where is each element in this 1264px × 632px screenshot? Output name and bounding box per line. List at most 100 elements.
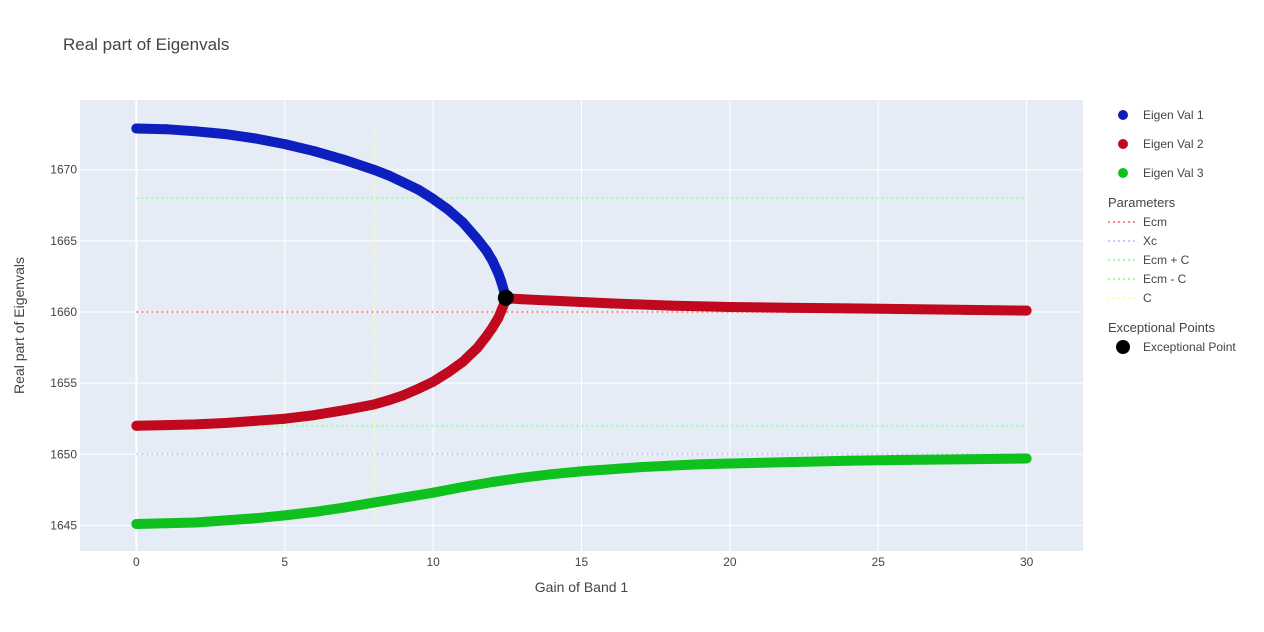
data-point	[398, 177, 409, 188]
legend-label: Ecm + C	[1143, 253, 1190, 267]
series-group	[131, 123, 511, 303]
data-point	[250, 415, 261, 426]
data-point	[339, 502, 350, 513]
data-point	[472, 342, 483, 353]
data-point	[665, 460, 676, 471]
data-point	[442, 367, 453, 378]
data-point	[695, 459, 706, 470]
data-point	[1021, 453, 1032, 464]
x-tick-label: 20	[723, 555, 737, 569]
series	[131, 123, 1032, 529]
legend-label: Eigen Val 1	[1143, 108, 1204, 122]
data-point	[546, 469, 557, 480]
series-line	[131, 123, 511, 303]
chart-title: Real part of Eigenvals	[63, 35, 229, 54]
x-tick-label: 5	[281, 555, 288, 569]
data-point	[493, 268, 504, 279]
y-tick-label: 1660	[50, 305, 77, 319]
legend-label: Eigen Val 3	[1143, 166, 1204, 180]
legend-marker	[1116, 340, 1130, 354]
data-point	[487, 322, 498, 333]
data-point	[398, 492, 409, 503]
data-point	[368, 497, 379, 508]
data-point	[220, 515, 231, 526]
data-point	[428, 376, 439, 387]
data-point	[368, 399, 379, 410]
legend-marker	[1118, 168, 1128, 178]
y-axis-label: Real part of Eigenvals	[11, 257, 27, 394]
data-point	[413, 184, 424, 195]
data-point	[962, 304, 973, 315]
legend-label: Ecm	[1143, 215, 1167, 229]
data-point	[413, 383, 424, 394]
data-point	[1021, 305, 1032, 316]
data-point	[161, 124, 172, 135]
y-tick-label: 1655	[50, 376, 77, 390]
data-point	[635, 462, 646, 473]
data-point	[487, 255, 498, 266]
data-point	[457, 481, 468, 492]
legend-group-title: Parameters	[1108, 195, 1176, 210]
data-point	[576, 297, 587, 308]
data-point	[279, 413, 290, 424]
x-tick-label: 0	[133, 555, 140, 569]
legend: Eigen Val 1 Eigen Val 2 Eigen Val 3 Paramet…	[1108, 108, 1236, 354]
data-point	[279, 510, 290, 521]
data-point	[339, 154, 350, 165]
x-axis-label: Gain of Band 1	[535, 579, 629, 595]
x-tick-label: 10	[426, 555, 440, 569]
data-point	[546, 295, 557, 306]
data-point	[784, 302, 795, 313]
legend-label: Exceptional Point	[1143, 340, 1236, 354]
data-point	[902, 304, 913, 315]
data-point	[368, 164, 379, 175]
data-point	[220, 129, 231, 140]
y-tick-label: 1650	[50, 447, 77, 461]
data-point	[481, 245, 492, 256]
data-point	[576, 466, 587, 477]
y-tick-label: 1665	[50, 234, 77, 248]
data-point	[457, 217, 468, 228]
data-point	[487, 476, 498, 487]
y-tick-label: 1645	[50, 518, 77, 532]
data-point	[496, 277, 507, 288]
legend-label: C	[1143, 291, 1152, 305]
data-point	[457, 356, 468, 367]
data-point	[784, 457, 795, 468]
data-point	[843, 455, 854, 466]
data-point	[161, 420, 172, 431]
legend-marker	[1118, 139, 1128, 149]
data-point	[190, 419, 201, 430]
series-group	[131, 453, 1032, 529]
data-point	[339, 405, 350, 416]
data-point	[190, 126, 201, 137]
legend-label: Xc	[1143, 234, 1157, 248]
data-point	[131, 518, 142, 529]
data-point	[517, 294, 528, 305]
data-point	[279, 139, 290, 150]
data-point	[383, 395, 394, 406]
legend-group-title: Exceptional Points	[1108, 320, 1215, 335]
x-tick-label: 30	[1020, 555, 1034, 569]
exceptional-points	[497, 289, 514, 306]
data-point	[428, 487, 439, 498]
data-point	[724, 458, 735, 469]
data-point	[481, 331, 492, 342]
data-point	[383, 170, 394, 181]
data-point	[517, 472, 528, 483]
data-point	[665, 300, 676, 311]
data-point	[472, 234, 483, 245]
data-point	[131, 420, 142, 431]
data-point	[131, 123, 142, 134]
legend-label: Ecm - C	[1143, 272, 1187, 286]
data-point	[309, 506, 320, 517]
y-tick-label: 1670	[50, 163, 77, 177]
data-point	[250, 133, 261, 144]
data-point	[161, 518, 172, 529]
data-point	[606, 464, 617, 475]
data-point	[724, 302, 735, 313]
x-tick-label: 25	[872, 555, 886, 569]
ticks: 0 5 10 15 20 25 30 1645 1650 1655 1660 1665 1670	[50, 163, 1033, 569]
data-point	[843, 303, 854, 314]
x-tick-label: 15	[575, 555, 589, 569]
